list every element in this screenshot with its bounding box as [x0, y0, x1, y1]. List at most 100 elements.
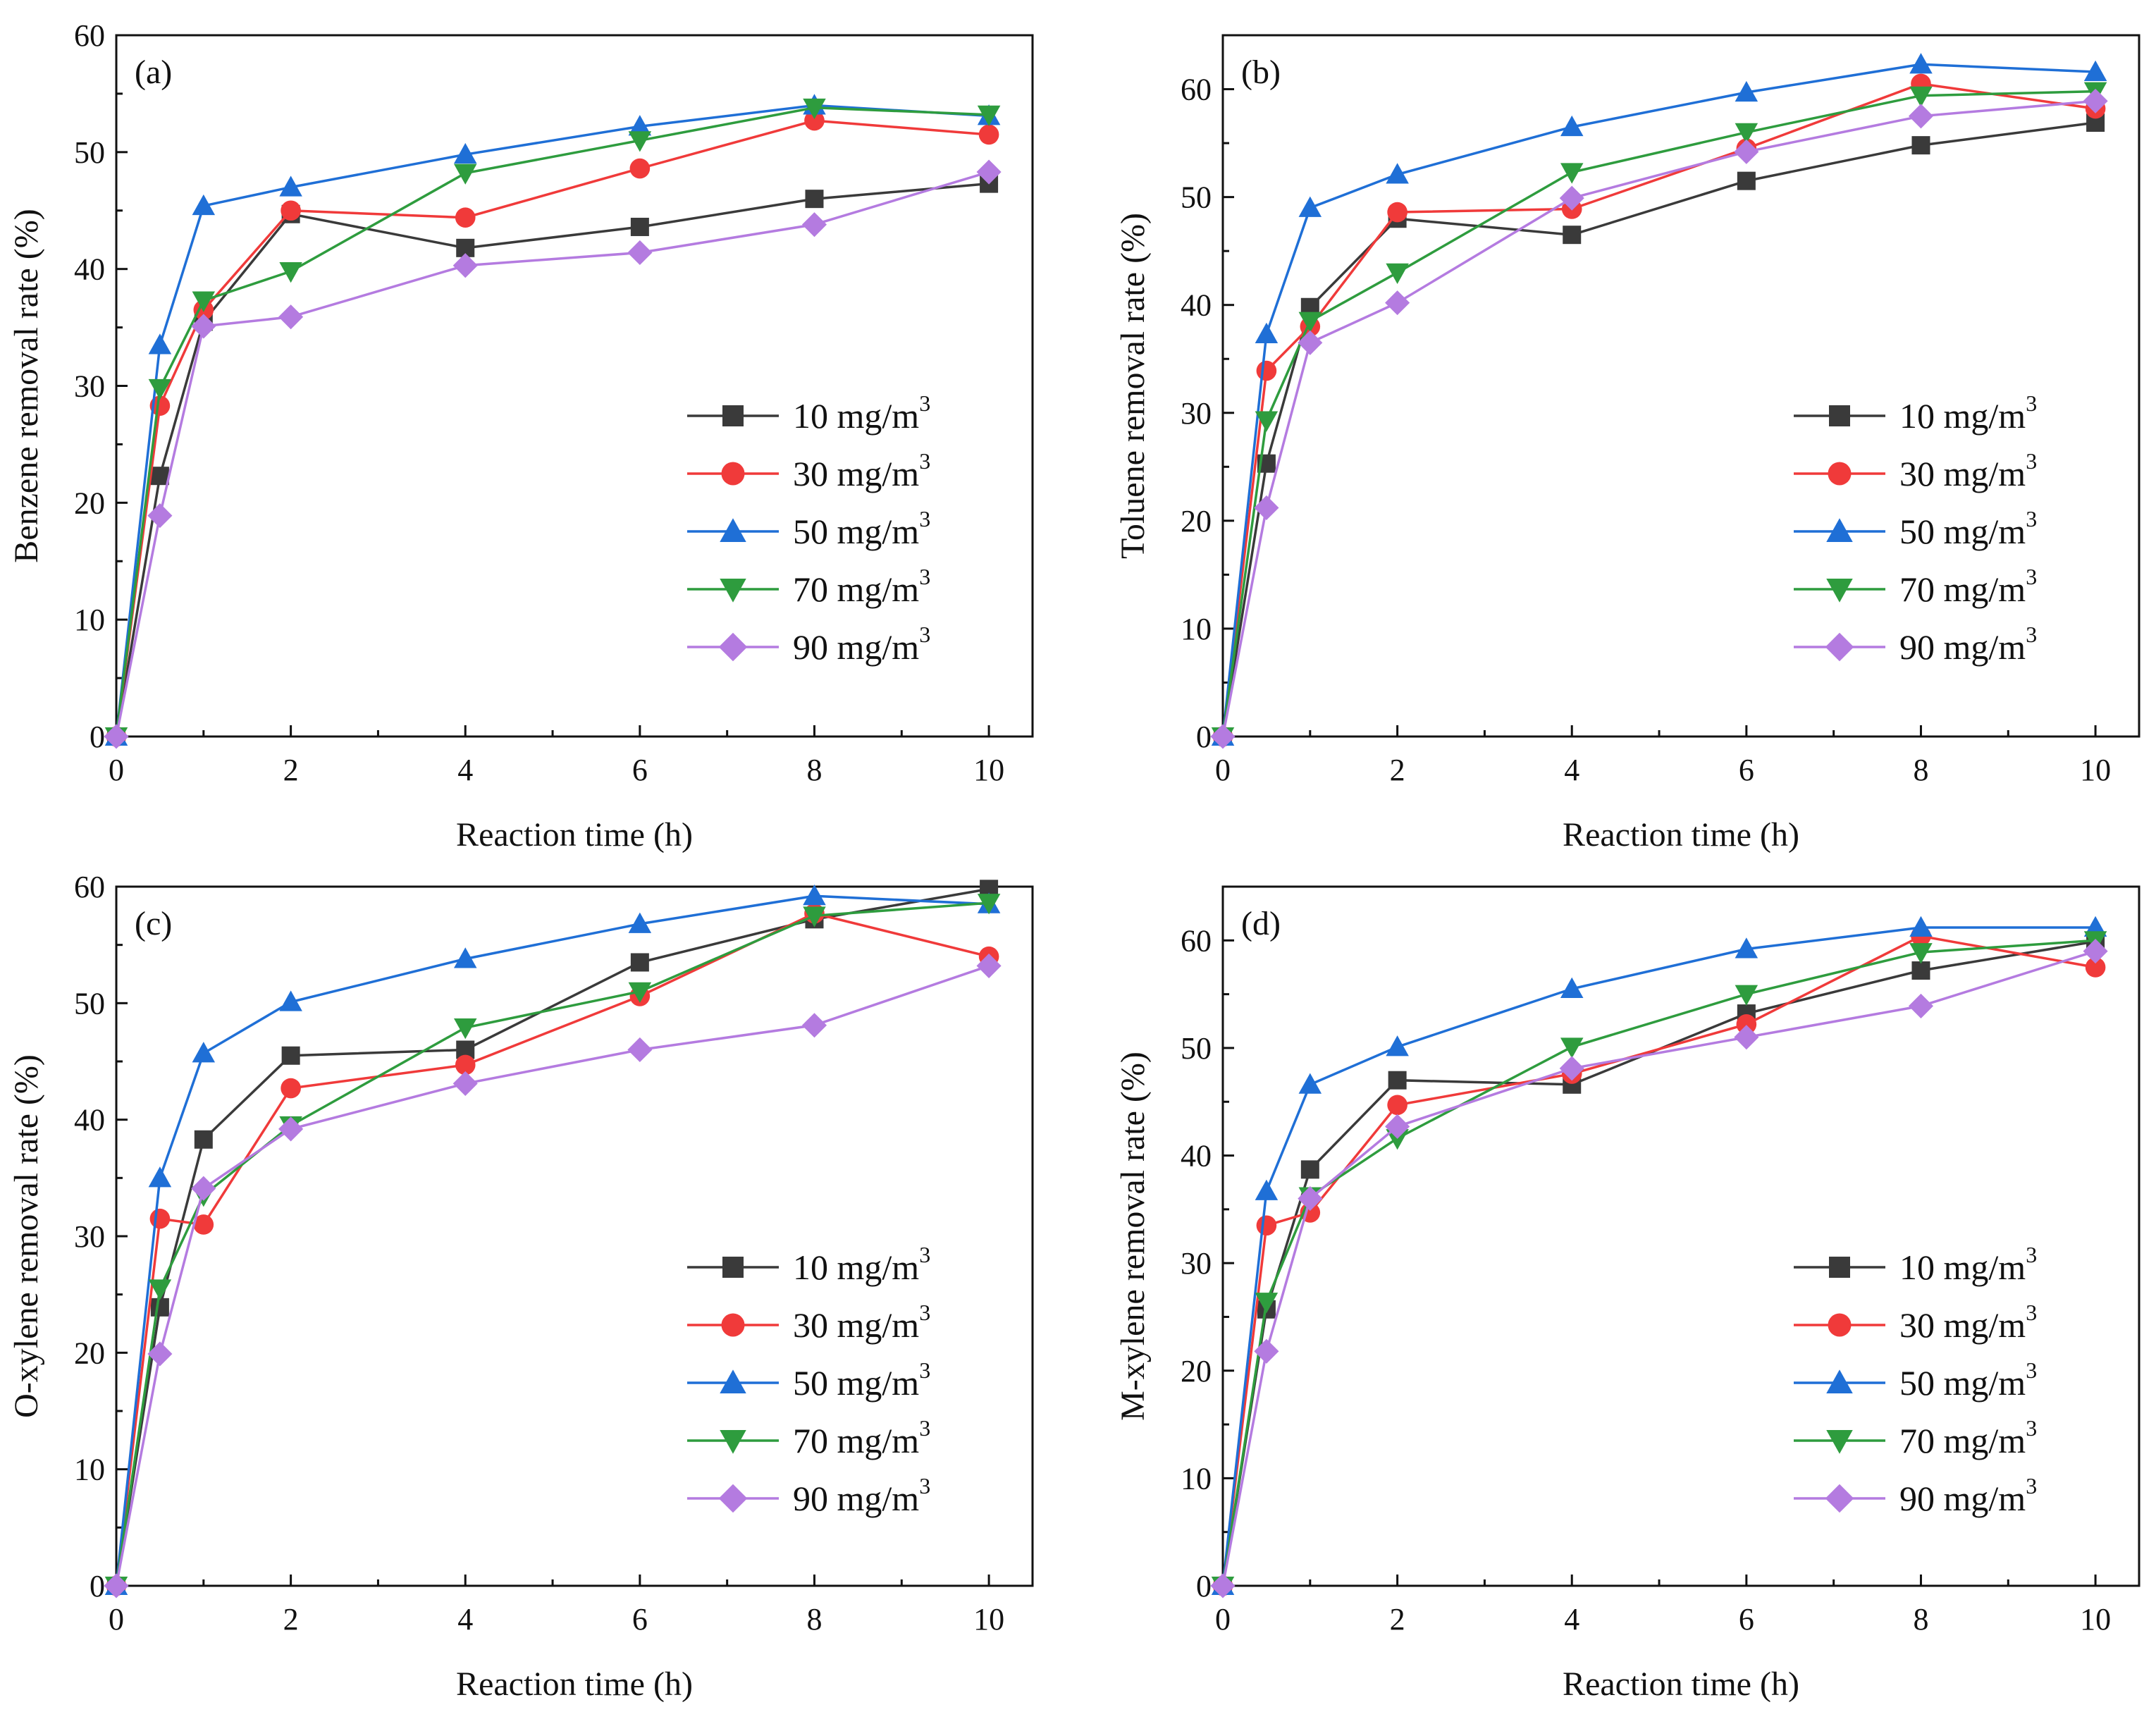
- data-point: [1387, 1095, 1407, 1116]
- y-tick-label: 0: [90, 1569, 105, 1603]
- y-tick-label: 0: [1196, 1569, 1212, 1603]
- y-tick-label: 60: [1181, 73, 1212, 107]
- y-tick-label: 10: [74, 1453, 105, 1487]
- data-point: [1298, 196, 1322, 217]
- data-point: [801, 212, 827, 238]
- x-tick-label: 8: [1913, 1602, 1928, 1637]
- legend: 10 mg/m3 30 mg/m3 50 mg/m3 70 mg/m3 90 mg/m3: [1794, 390, 2037, 667]
- legend-superscript: 3: [2026, 506, 2037, 531]
- data-point: [1254, 1338, 1279, 1364]
- data-point: [191, 1176, 216, 1201]
- data-point: [1908, 993, 1934, 1018]
- legend-label: 50 mg/m3: [1899, 1357, 2037, 1403]
- data-point: [1734, 1025, 1759, 1050]
- y-tick-label: 20: [1181, 504, 1212, 538]
- legend-superscript: 3: [919, 1357, 930, 1383]
- legend-label: 50 mg/m3: [793, 1357, 930, 1403]
- legend-marker: [720, 1430, 746, 1454]
- data-point: [1560, 163, 1584, 184]
- x-tick-label: 0: [109, 753, 124, 787]
- series-line: [115, 901, 990, 1586]
- y-tick-label: 20: [74, 486, 105, 520]
- legend-marker: [718, 1484, 748, 1513]
- data-point: [976, 159, 1002, 185]
- legend-superscript: 3: [2026, 1300, 2037, 1325]
- y-axis-label: Benzene removal rate (%): [8, 209, 45, 562]
- x-tick-label: 0: [1215, 1602, 1231, 1637]
- y-tick-label: 20: [1181, 1354, 1212, 1388]
- data-point: [453, 142, 477, 164]
- data-point: [1909, 53, 1933, 74]
- data-point: [455, 1054, 476, 1076]
- legend-item: 10 mg/m3: [687, 390, 930, 436]
- data-point: [1559, 185, 1584, 211]
- data-point: [1388, 1071, 1407, 1090]
- legend-label: 90 mg/m3: [1899, 622, 2037, 667]
- chart-panel-b: 0 2 4 6 8 10 0 10 20 30 40 50 60 Reaction time (h) Tol…: [1114, 34, 2140, 854]
- legend-superscript: 3: [919, 564, 930, 589]
- series-90-mg-m3: [104, 953, 1002, 1598]
- legend-item: 70 mg/m3: [1794, 1415, 2037, 1460]
- series-line: [115, 119, 990, 737]
- data-point: [455, 207, 476, 228]
- series-line: [1221, 82, 2096, 737]
- legend-item: 50 mg/m3: [1794, 1357, 2037, 1403]
- data-point: [1736, 1014, 1757, 1035]
- legend-item: 90 mg/m3: [687, 622, 930, 667]
- data-point: [2083, 939, 2108, 964]
- series-line: [1221, 926, 2096, 1586]
- y-tick-label: 30: [74, 369, 105, 404]
- legend-superscript: 3: [919, 390, 930, 416]
- y-tick-label: 40: [1181, 288, 1212, 323]
- chart-panel-c: 0 2 4 6 8 10 0 10 20 30 40 50 60 Reaction time (h) O-x…: [8, 870, 1034, 1703]
- data-point: [281, 1078, 301, 1099]
- y-tick-label: 50: [74, 135, 105, 170]
- legend-superscript: 3: [2026, 1242, 2037, 1267]
- data-point: [801, 1013, 827, 1038]
- legend-label: 90 mg/m3: [793, 1473, 930, 1518]
- legend-superscript: 3: [919, 448, 930, 474]
- data-point: [1298, 312, 1322, 333]
- data-point: [978, 124, 999, 145]
- x-tick-label: 4: [457, 753, 473, 787]
- series-90-mg-m3: [1210, 88, 2108, 749]
- data-point: [1560, 1037, 1584, 1059]
- panel-label: (a): [135, 54, 172, 91]
- legend-label: 70 mg/m3: [1899, 1415, 2037, 1460]
- panel-label: (b): [1241, 54, 1281, 91]
- x-tick-label: 10: [2080, 1602, 2111, 1637]
- data-point: [1386, 1129, 1409, 1150]
- series-line: [115, 182, 990, 737]
- x-tick-label: 10: [2080, 753, 2111, 787]
- y-tick-label: 10: [1181, 612, 1212, 646]
- data-point: [147, 503, 173, 529]
- x-tick-label: 2: [283, 1602, 299, 1637]
- y-tick-label: 50: [1181, 180, 1212, 215]
- legend: 10 mg/m3 30 mg/m3 50 mg/m3 70 mg/m3 90 mg/m3: [1794, 1242, 2037, 1518]
- legend-marker: [1829, 1257, 1850, 1278]
- y-tick-label: 30: [1181, 396, 1212, 431]
- legend-label: 30 mg/m3: [1899, 448, 2037, 493]
- data-point: [1735, 985, 1758, 1006]
- series-line: [115, 171, 990, 737]
- series-line: [1221, 99, 2096, 737]
- series-line: [1221, 90, 2096, 737]
- legend-label: 90 mg/m3: [793, 622, 930, 667]
- data-point: [2083, 60, 2107, 82]
- y-tick-label: 60: [74, 870, 105, 904]
- legend-marker: [720, 1369, 746, 1393]
- x-tick-label: 10: [973, 753, 1004, 787]
- data-point: [803, 98, 826, 120]
- x-axis-label: Reaction time (h): [456, 1665, 693, 1703]
- legend-item: 70 mg/m3: [687, 1415, 930, 1460]
- legend-item: 90 mg/m3: [1794, 622, 2037, 667]
- data-point: [1298, 1073, 1322, 1094]
- series-line: [115, 104, 990, 737]
- legend-item: 70 mg/m3: [687, 564, 930, 609]
- data-point: [104, 724, 129, 749]
- data-point: [630, 217, 649, 236]
- data-point: [1386, 1035, 1409, 1056]
- data-point: [977, 894, 1001, 915]
- data-point: [1560, 115, 1584, 137]
